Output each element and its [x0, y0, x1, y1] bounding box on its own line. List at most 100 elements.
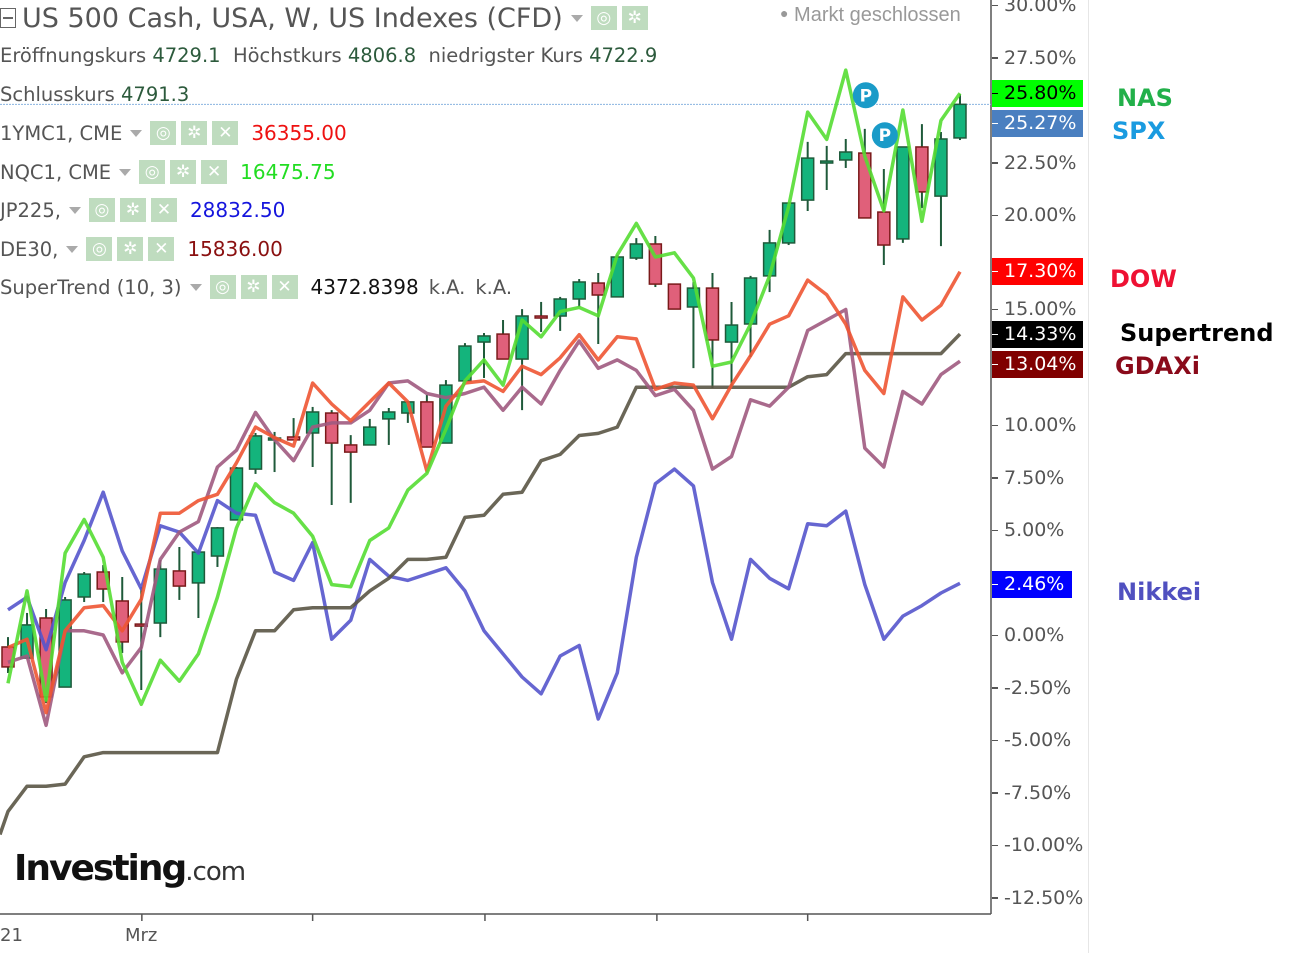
y-tick-label: -5.00% [992, 730, 1071, 750]
candle-body-down [877, 211, 891, 246]
close-icon[interactable]: ✕ [212, 121, 239, 145]
gear-icon[interactable]: ✲ [240, 275, 267, 299]
annotation-nikkei: Nikkei [1117, 578, 1202, 606]
eye-icon[interactable]: ◎ [88, 198, 115, 222]
chevron-down-icon[interactable] [130, 129, 143, 137]
legend-extra: k.A. [428, 275, 466, 299]
candle [896, 146, 910, 243]
legend-name[interactable]: JP225, [0, 198, 61, 222]
close-icon[interactable]: ✕ [150, 198, 177, 222]
eye-icon[interactable]: ◎ [209, 275, 236, 299]
legend-name[interactable]: DE30, [0, 237, 59, 261]
candle [839, 138, 853, 168]
candle-body-up [896, 146, 910, 240]
low-value: 4722.9 [589, 44, 658, 67]
candle [705, 272, 720, 389]
close-icon[interactable]: ✕ [148, 237, 175, 261]
p-marker[interactable]: P [871, 122, 898, 149]
eye-icon[interactable]: ◎ [150, 121, 177, 145]
candle [934, 132, 948, 247]
candle [724, 301, 739, 386]
y-tick-label: 10.00% [992, 415, 1076, 435]
candle-body-down [915, 146, 929, 193]
candle [877, 169, 891, 265]
candle-body-down [286, 436, 301, 441]
chevron-down-icon[interactable] [570, 14, 583, 22]
gear-icon[interactable]: ✲ [621, 6, 648, 30]
legend-value: 28832.50 [189, 198, 286, 222]
market-status: ● Markt geschlossen [780, 4, 961, 27]
chevron-down-icon[interactable] [119, 168, 132, 176]
y-tick-label: 7.50% [992, 468, 1064, 488]
ohlc-row: Eröffnungskurs 4729.1 Höchstkurs 4806.8 … [0, 44, 657, 67]
gear-icon[interactable]: ✲ [181, 121, 208, 145]
chevron-down-icon[interactable] [68, 206, 81, 214]
x-label-mrz: Mrz [125, 925, 158, 946]
candle-body-up [934, 138, 948, 197]
candle [496, 320, 510, 360]
series-line-nikkei [7, 467, 961, 721]
gear-icon[interactable]: ✲ [119, 198, 146, 222]
y-tick-label: 27.50% [992, 48, 1076, 68]
y-tick-label: -12.50% [992, 888, 1083, 908]
chevron-down-icon[interactable] [189, 283, 202, 291]
annotation-nas: NAS [1117, 84, 1173, 112]
candle-body-down [343, 444, 358, 453]
chevron-down-icon[interactable] [66, 245, 79, 253]
candle [667, 283, 682, 310]
annotation-dow: DOW [1110, 265, 1177, 293]
axis-panel-border [1088, 0, 1089, 953]
legend-row: 1YMC1, CME ◎ ✲ ✕ 36355.00 [0, 119, 347, 147]
candle-body-down [858, 152, 872, 219]
legend-name[interactable]: SuperTrend (10, 3) [0, 275, 182, 299]
candle [572, 279, 586, 307]
gear-icon[interactable]: ✲ [117, 237, 144, 261]
candle-body-up [724, 324, 739, 343]
close-row: Schlusskurs 4791.3 [0, 83, 189, 106]
eye-icon[interactable]: ◎ [139, 160, 166, 184]
series-line-supertrend [0, 332, 962, 836]
gear-icon[interactable]: ✲ [170, 160, 197, 184]
y-tick-label: 20.00% [992, 205, 1076, 225]
annotation-spx: SPX [1112, 117, 1166, 145]
candle [363, 418, 377, 446]
candle [153, 560, 168, 638]
y-tick-label: 5.00% [992, 520, 1064, 540]
p-marker[interactable]: P [852, 82, 879, 109]
candle-body-down [591, 282, 605, 296]
y-tick-label: 0.00% [992, 625, 1064, 645]
candle [286, 418, 301, 441]
value-box-gdaxi: 13.04% [992, 351, 1083, 378]
candle-body-up [819, 160, 834, 164]
close-icon[interactable]: ✕ [201, 160, 228, 184]
instrument-title[interactable]: US 500 Cash, USA, W, US Indexes (CFD) [22, 2, 563, 34]
candle [210, 527, 225, 567]
candle [458, 343, 472, 382]
candle-body-down [705, 287, 720, 341]
candle-body-up [58, 599, 72, 688]
close-icon[interactable]: ✕ [271, 275, 298, 299]
close-label: Schlusskurs [0, 83, 115, 106]
value-box-nikkei: 2.46% [992, 571, 1072, 598]
candle [819, 145, 834, 191]
eye-icon[interactable]: ◎ [590, 6, 617, 30]
candle-body-up [210, 527, 225, 557]
legend-name[interactable]: 1YMC1, CME [0, 121, 123, 145]
candle [58, 596, 72, 688]
legend-name[interactable]: NQC1, CME [0, 160, 112, 184]
x-label-year: 21 [0, 925, 23, 946]
candle-body-up [248, 435, 263, 470]
candle [591, 272, 605, 344]
series-line-nas [6, 68, 962, 707]
candle-body-down [667, 283, 682, 310]
annotation-supertrend: Supertrend [1120, 319, 1274, 347]
candle [610, 254, 625, 298]
candle [477, 333, 491, 378]
candle [77, 572, 91, 603]
investing-logo: Investing.com [14, 848, 246, 889]
collapse-icon[interactable] [0, 8, 16, 28]
eye-icon[interactable]: ◎ [86, 237, 113, 261]
candle-body-up [191, 551, 206, 584]
p-marker-circle [852, 82, 879, 109]
